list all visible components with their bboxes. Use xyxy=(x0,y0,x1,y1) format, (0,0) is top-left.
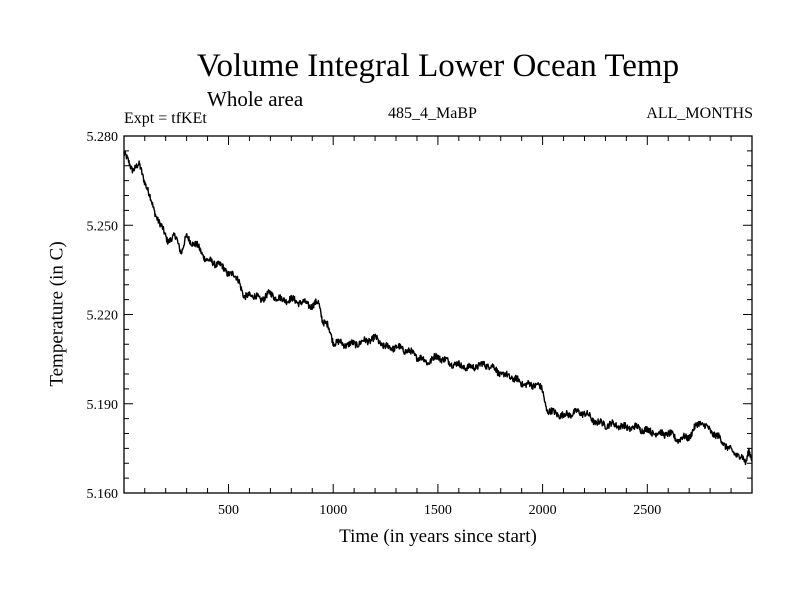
x-tick-label: 1000 xyxy=(319,503,347,518)
series-line xyxy=(123,150,753,466)
x-tick-label: 2500 xyxy=(633,503,661,518)
x-tick-label: 500 xyxy=(218,503,239,518)
x-axis-label: Time (in years since start) xyxy=(339,526,537,547)
chart-subtitle: Whole area xyxy=(207,87,304,111)
y-tick-label: 5.220 xyxy=(87,309,119,324)
y-tick-label: 5.280 xyxy=(87,130,119,145)
axis-ticks: 500 1000 1500 2000 2500 5.160 5.190 5.220 5.250 5… xyxy=(87,130,752,518)
series-layer xyxy=(123,150,753,466)
x-tick-label: 1500 xyxy=(424,503,452,518)
plot-frame xyxy=(123,135,753,494)
chart-title: Volume Integral Lower Ocean Temp xyxy=(196,48,680,84)
y-tick-label: 5.160 xyxy=(87,487,119,502)
period-label: ALL_MONTHS xyxy=(646,105,753,122)
y-tick-label: 5.190 xyxy=(87,398,119,413)
run-label: 485_4_MaBP xyxy=(388,105,477,122)
y-tick-label: 5.250 xyxy=(87,219,119,234)
x-tick-label: 2000 xyxy=(529,503,557,518)
experiment-label: Expt = tfKEt xyxy=(124,110,207,127)
